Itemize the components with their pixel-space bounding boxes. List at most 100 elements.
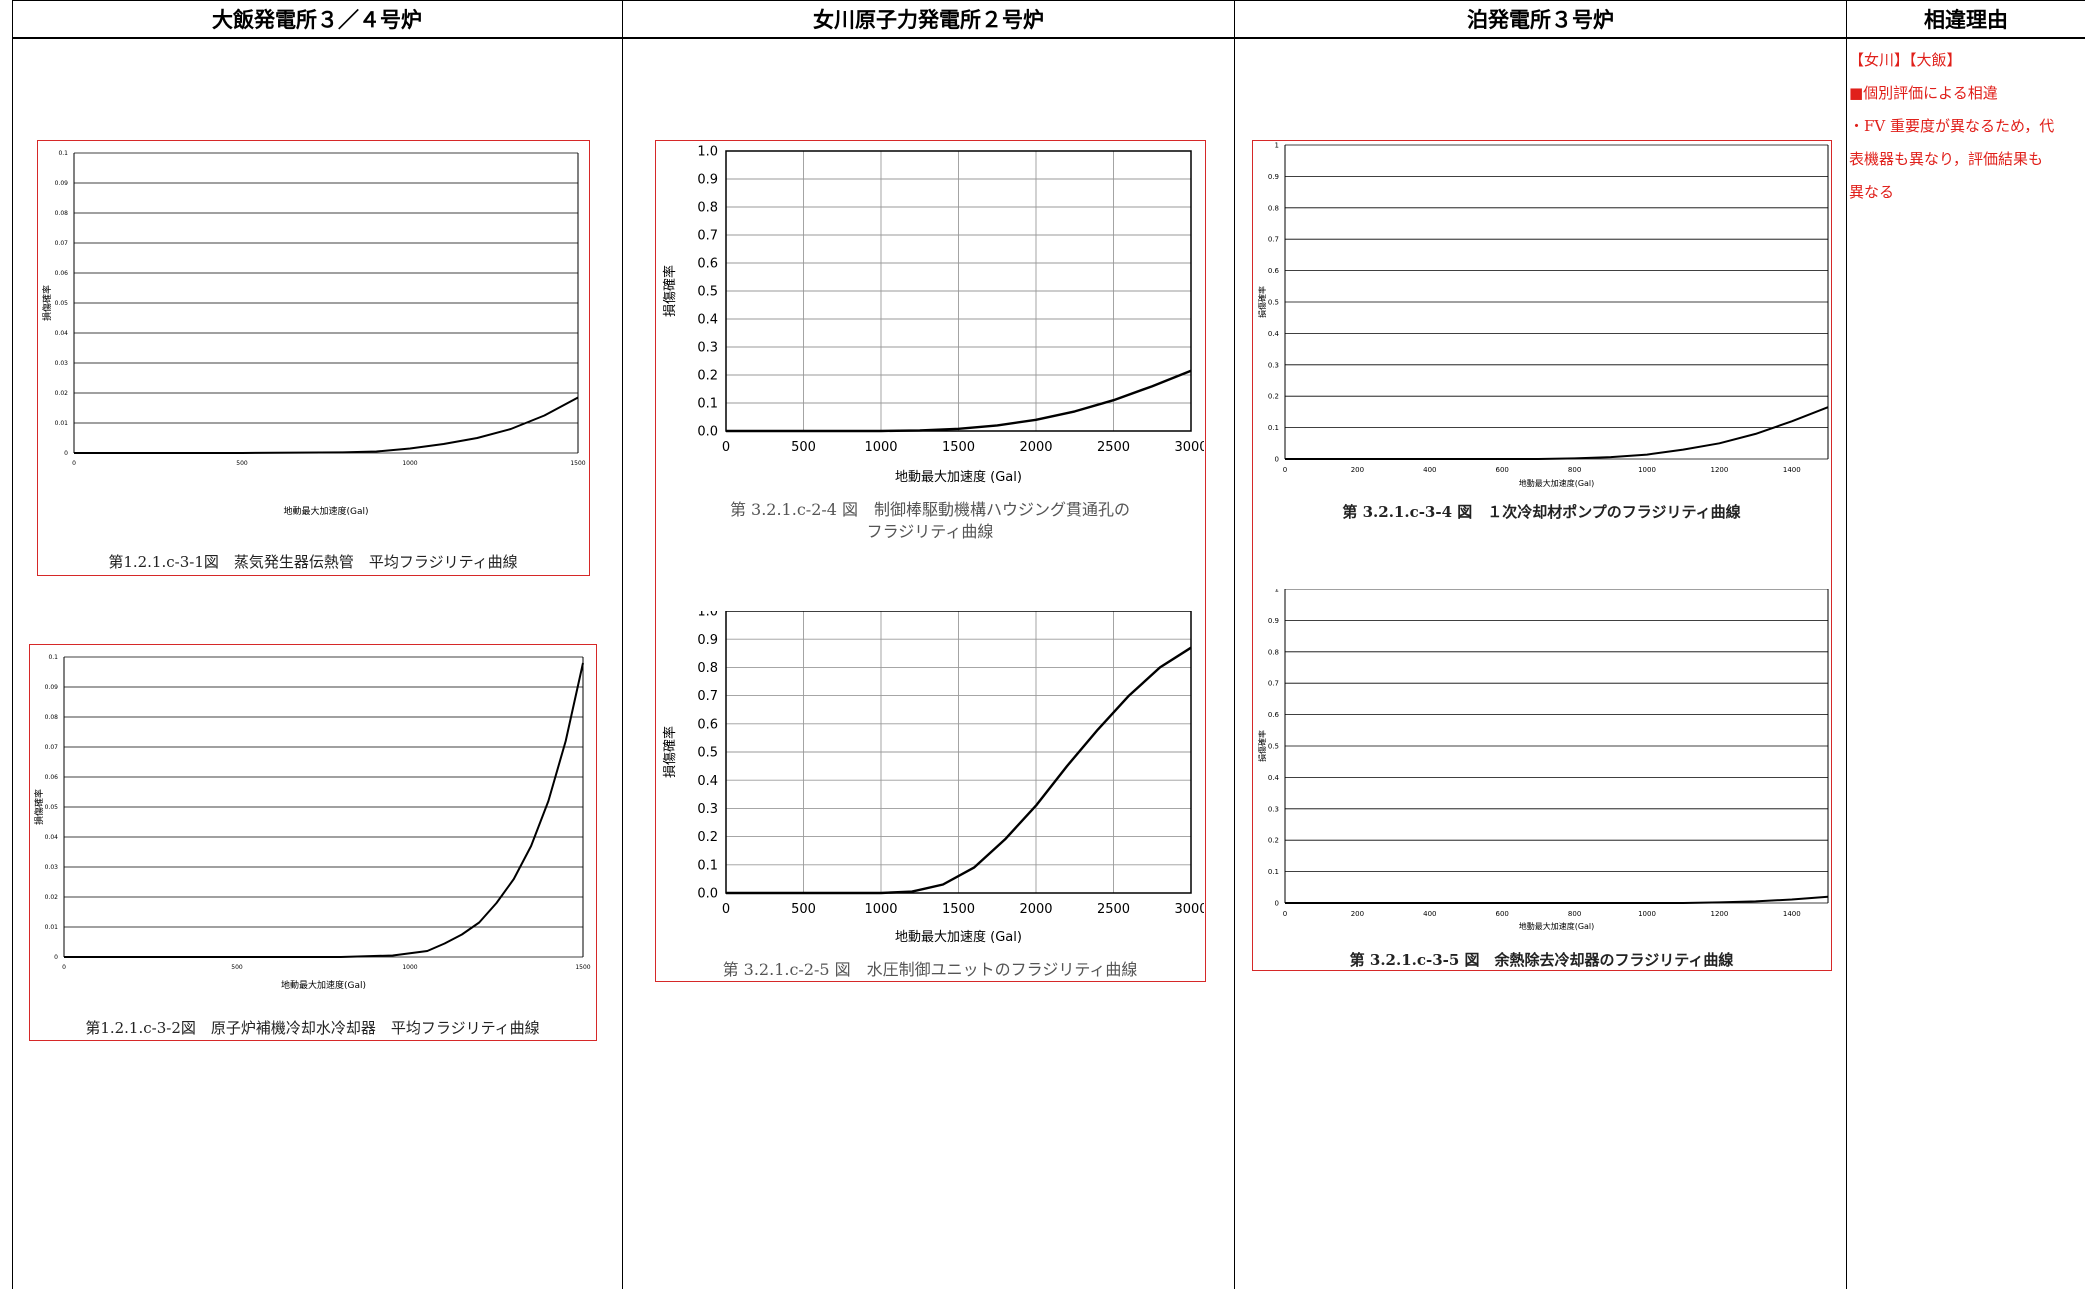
- x-tick-label: 2500: [1097, 440, 1130, 455]
- ohi-figure-1: 0 0.01 0.02 0.03 0.04 0.05 0.06 0.07 0.08 0.09 0.1…: [37, 140, 590, 576]
- x-tick-label: 0: [62, 964, 66, 971]
- figure-caption-tomari-2: 第 3.2.1.c-3-5 図 余熱除去冷却器のフラジリティ曲線: [1349, 951, 1734, 969]
- y-tick-label: 0.3: [697, 802, 718, 817]
- y-axis-label: 損傷確率: [1257, 730, 1267, 762]
- y-tick-label: 0.5: [697, 285, 718, 300]
- x-tick-label: 3000: [1174, 902, 1204, 917]
- x-tick-label: 200: [1351, 466, 1364, 474]
- y-tick-label: 0.04: [55, 330, 69, 337]
- y-tick-label: 0.7: [697, 689, 718, 704]
- y-tick-label: 0.5: [1268, 742, 1279, 750]
- x-tick-label: 1000: [1638, 466, 1656, 474]
- x-tick-label: 0: [72, 460, 76, 467]
- y-tick-label: 0.3: [1268, 805, 1279, 813]
- reason-line-5: 異なる: [1849, 183, 1895, 201]
- y-tick-label: 1: [1275, 589, 1279, 593]
- x-axis-label: 地動最大加速度(Gal): [1519, 921, 1595, 931]
- y-tick-label: 0.02: [55, 390, 69, 397]
- y-tick-label: 0.9: [1268, 617, 1279, 625]
- figure-caption-ohi-1: 第1.2.1.c-3-1図 蒸気発生器伝熱管 平均フラジリティ曲線: [108, 553, 518, 571]
- y-tick-label: 0.6: [1268, 711, 1280, 719]
- x-tick-label: 2500: [1097, 902, 1130, 917]
- x-tick-label: 800: [1568, 466, 1581, 474]
- x-tick-label: 600: [1496, 466, 1509, 474]
- fragility-curve: [74, 396, 579, 454]
- y-tick-label: 0.05: [55, 300, 69, 307]
- y-tick-label: 0.9: [1268, 173, 1279, 181]
- x-tick-label: 400: [1423, 910, 1436, 918]
- y-tick-label: 0.1: [48, 654, 58, 661]
- y-tick-label: 0.06: [55, 270, 69, 277]
- figure-caption-onagawa-1-line1: 第 3.2.1.c-2-4 図 制御棒駆動機構ハウジング貫通孔の: [729, 500, 1131, 519]
- x-tick-label: 800: [1568, 910, 1581, 918]
- y-tick-label: 0.07: [55, 240, 69, 247]
- y-tick-label: 0.7: [1268, 680, 1279, 688]
- y-tick-label: 0.01: [45, 924, 59, 931]
- y-tick-label: 0.06: [45, 774, 59, 781]
- fragility-curve: [64, 662, 584, 958]
- x-tick-label: 1200: [1710, 910, 1728, 918]
- y-tick-label: 0.0: [697, 425, 718, 440]
- fragility-curve: [1285, 406, 1829, 460]
- x-tick-label: 1500: [570, 460, 585, 467]
- x-tick-label: 1000: [402, 964, 417, 971]
- header-ohi: 大飯発電所３／４号炉: [212, 7, 422, 32]
- fragility-curve: [726, 369, 1192, 433]
- y-tick-label: 0.1: [1268, 424, 1279, 432]
- y-tick-label: 0.6: [697, 717, 718, 732]
- x-tick-label: 1400: [1783, 910, 1801, 918]
- y-tick-label: 0.09: [45, 684, 59, 691]
- x-tick-label: 1000: [1638, 910, 1656, 918]
- y-tick-label: 0.1: [58, 150, 68, 157]
- x-tick-label: 1400: [1783, 466, 1801, 474]
- y-axis-label: 損傷確率: [33, 789, 45, 825]
- figure-caption-tomari-1: 第 3.2.1.c-3-4 図 １次冷却材ポンプのフラジリティ曲線: [1342, 503, 1741, 521]
- ohi-figure-2: 0 0.01 0.02 0.03 0.04 0.05 0.06 0.07 0.08 0.09 0.1…: [29, 644, 597, 1041]
- fragility-chart-tomari-2: 0 0.1 0.2 0.3 0.4 0.5 0.6 0.7 0.8 0.9 1 0 200 400 600 8…: [1257, 589, 1829, 931]
- x-axis-label: 地動最大加速度(Gal): [281, 979, 366, 991]
- y-tick-label: 0.2: [697, 830, 718, 845]
- y-tick-label: 0.8: [697, 201, 718, 216]
- y-tick-label: 0.9: [697, 633, 718, 648]
- y-tick-label: 0: [64, 450, 68, 457]
- y-tick-label: 0.1: [697, 858, 718, 873]
- y-tick-label: 0.4: [697, 313, 718, 328]
- y-tick-label: 0.7: [1268, 236, 1279, 244]
- x-tick-label: 1200: [1710, 466, 1728, 474]
- comparison-table: [12, 0, 2085, 1289]
- y-tick-label: 0.05: [45, 804, 59, 811]
- x-tick-label: 1000: [402, 460, 417, 467]
- x-tick-label: 0: [722, 440, 730, 455]
- y-tick-label: 0.8: [1268, 648, 1279, 656]
- y-axis-label: 損傷確率: [1257, 286, 1267, 318]
- x-tick-label: 1000: [864, 902, 897, 917]
- column-divider-3: [1846, 0, 1847, 1289]
- y-tick-label: 1.0: [697, 145, 718, 160]
- header-divider: [12, 37, 2085, 39]
- y-tick-label: 0.09: [55, 180, 69, 187]
- y-tick-label: 0.5: [697, 746, 718, 761]
- y-tick-label: 1.0: [697, 611, 718, 620]
- fragility-chart-ohi-1: 0 0.01 0.02 0.03 0.04 0.05 0.06 0.07 0.08 0.09 0.1…: [41, 150, 586, 517]
- y-tick-label: 0.7: [697, 229, 718, 244]
- y-tick-label: 0.8: [697, 661, 718, 676]
- figure-caption-ohi-2: 第1.2.1.c-3-2図 原子炉補機冷却水冷却器 平均フラジリティ曲線: [85, 1019, 540, 1037]
- x-tick-label: 500: [791, 440, 816, 455]
- y-tick-label: 0.03: [55, 360, 69, 367]
- y-tick-label: 0: [1275, 455, 1279, 463]
- y-tick-label: 0.6: [1268, 267, 1280, 275]
- reason-line-4: 表機器も異なり，評価結果も: [1849, 150, 2043, 168]
- x-tick-label: 600: [1496, 910, 1509, 918]
- y-axis-label: 損傷確率: [662, 265, 678, 317]
- header-reason: 相違理由: [1924, 7, 2008, 32]
- figure-caption-onagawa-2: 第 3.2.1.c-2-5 図 水圧制御ユニットのフラジリティ曲線: [722, 960, 1138, 979]
- fragility-curve: [726, 646, 1192, 895]
- y-tick-label: 0.03: [45, 864, 59, 871]
- y-tick-label: 0.04: [45, 834, 59, 841]
- fragility-chart-tomari-1: 0 0.1 0.2 0.3 0.4 0.5 0.6 0.7 0.8 0.9 1 0 200 400 600 8…: [1257, 141, 1829, 488]
- x-axis-label: 地動最大加速度 (Gal): [895, 929, 1022, 945]
- reason-line-2: ■個別評価による相違: [1849, 84, 1998, 102]
- y-tick-label: 0.2: [1268, 393, 1279, 401]
- x-tick-label: 2000: [1019, 440, 1052, 455]
- fragility-chart-ohi-2: 0 0.01 0.02 0.03 0.04 0.05 0.06 0.07 0.08 0.09 0.1…: [33, 654, 591, 991]
